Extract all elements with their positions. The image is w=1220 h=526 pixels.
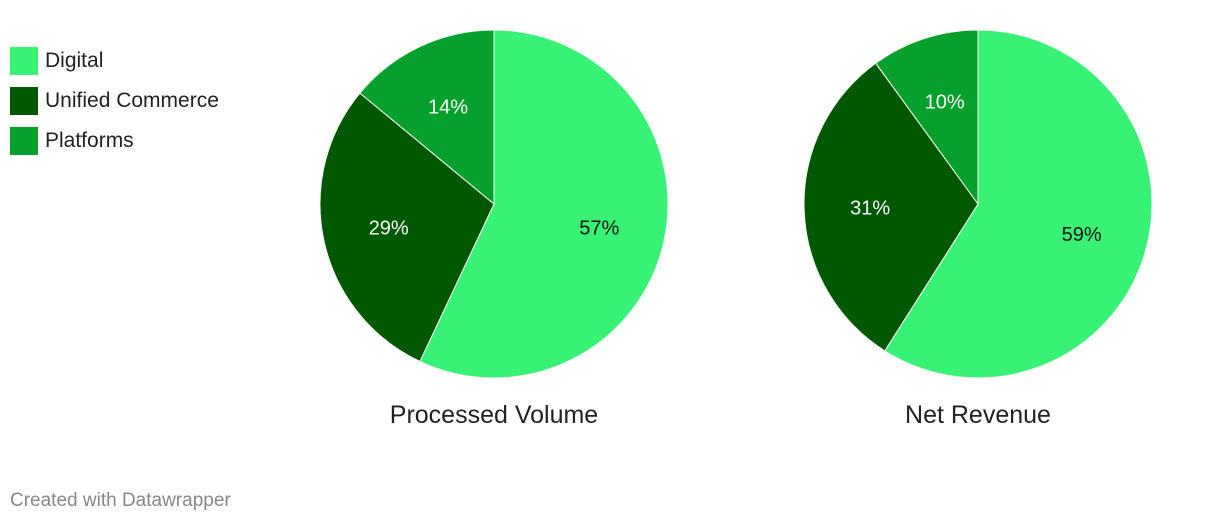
slice-label: 14% xyxy=(428,96,468,118)
slice-label: 57% xyxy=(579,218,619,240)
legend-item-unified-commerce: Unified Commerce xyxy=(10,81,219,121)
legend-swatch-platforms xyxy=(10,127,38,155)
pie-net-revenue: 59% 31% 10% Net Revenue xyxy=(803,29,1153,429)
legend-label: Platforms xyxy=(45,129,134,152)
slice-label: 10% xyxy=(925,91,965,113)
legend: Digital Unified Commerce Platforms xyxy=(10,41,219,161)
legend-label: Digital xyxy=(45,49,104,72)
legend-item-platforms: Platforms xyxy=(10,121,219,161)
slice-unified-commerce xyxy=(319,92,495,363)
slice-platforms xyxy=(875,29,979,206)
legend-swatch-digital xyxy=(10,47,38,75)
pie-processed-volume: 57% 29% 14% Processed Volume xyxy=(319,29,669,429)
footer-credit: Created with Datawrapper xyxy=(10,490,231,511)
legend-label: Unified Commerce xyxy=(45,89,219,112)
slice-platforms xyxy=(359,29,495,206)
slice-label: 59% xyxy=(1062,224,1102,246)
slice-digital xyxy=(884,29,1153,379)
slice-label: 29% xyxy=(369,218,409,240)
slice-unified-commerce xyxy=(803,62,979,352)
pie-title: Processed Volume xyxy=(390,401,598,429)
legend-item-digital: Digital xyxy=(10,41,219,81)
slice-label: 31% xyxy=(850,197,890,219)
legend-swatch-unified-commerce xyxy=(10,87,38,115)
pie-title: Net Revenue xyxy=(905,401,1051,429)
slice-digital xyxy=(419,29,669,379)
